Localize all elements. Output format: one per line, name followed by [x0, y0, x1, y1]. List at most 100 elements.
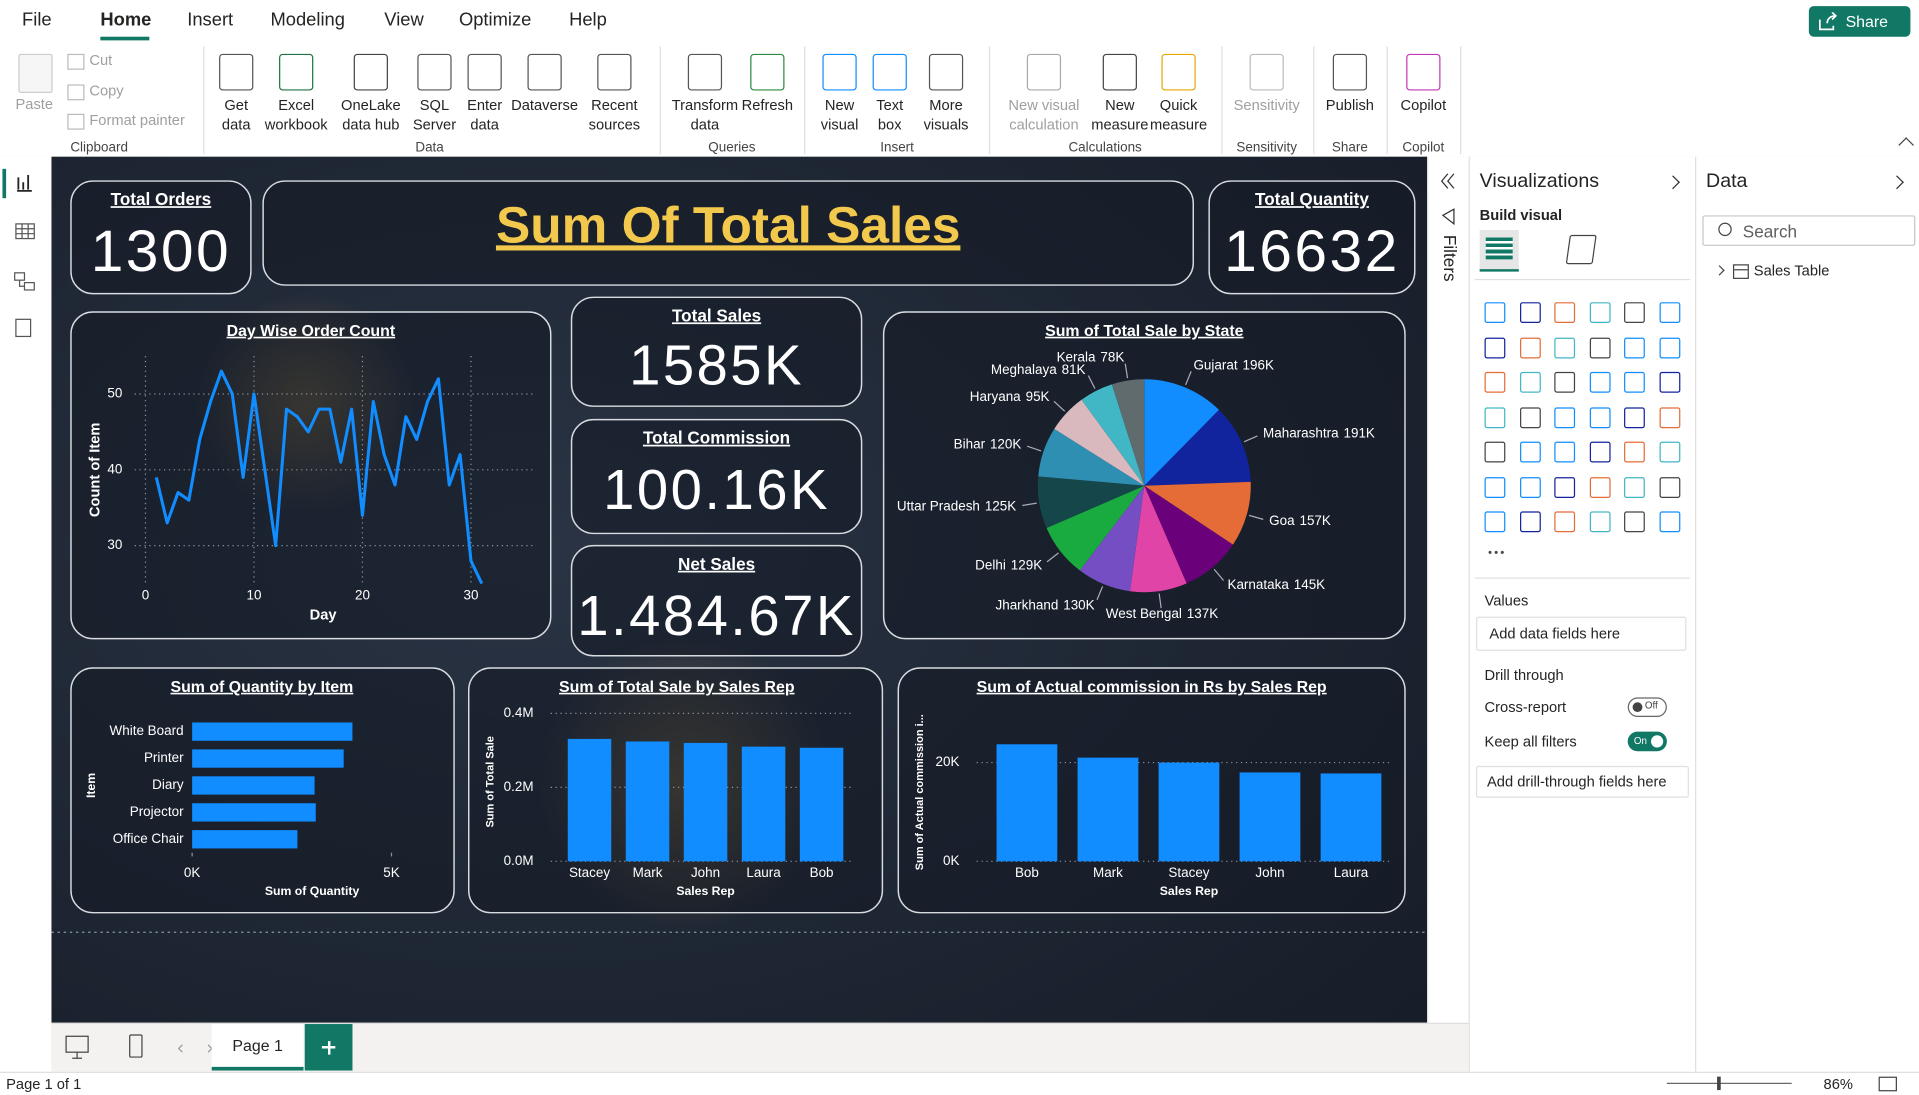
- ribbon-button[interactable]: Copy: [89, 81, 124, 100]
- visual-type-icon[interactable]: [1519, 302, 1541, 323]
- visual-type-icon[interactable]: [1589, 441, 1611, 463]
- menu-tab[interactable]: Home: [100, 9, 152, 31]
- visual-type-icon[interactable]: [1519, 511, 1541, 533]
- pie-slice: [1144, 379, 1219, 486]
- visual-type-icon[interactable]: [1624, 441, 1646, 463]
- visual-type-icon[interactable]: [1484, 337, 1506, 358]
- menu-tab[interactable]: Optimize: [458, 9, 532, 31]
- visual-type-icon[interactable]: [1484, 406, 1506, 428]
- visual-type-icon[interactable]: [1519, 337, 1541, 358]
- visual-type-icon[interactable]: [1659, 302, 1681, 323]
- visual-type-icon[interactable]: [1624, 302, 1646, 323]
- visual-type-icon[interactable]: [1659, 476, 1681, 498]
- visual-type-icon[interactable]: [1484, 476, 1506, 498]
- small-icon: [67, 53, 85, 70]
- visual-type-icon[interactable]: [1589, 406, 1611, 428]
- menu-tab[interactable]: View: [384, 9, 424, 31]
- visual-type-icon[interactable]: [1659, 337, 1681, 358]
- visual-type-icon[interactable]: [1589, 337, 1611, 358]
- ribbon-button[interactable]: Refresh: [741, 96, 794, 114]
- visual-type-icon[interactable]: [1519, 441, 1541, 463]
- visual-type-icon[interactable]: [1624, 337, 1646, 358]
- expand-chevron[interactable]: [1714, 265, 1725, 276]
- ribbon-button[interactable]: Dataverse: [511, 96, 579, 114]
- visual-type-icon[interactable]: [1624, 371, 1646, 393]
- format-tab[interactable]: [1565, 234, 1597, 265]
- pane-title: Data: [1706, 171, 1748, 193]
- ribbon-button[interactable]: Get data: [221, 96, 251, 134]
- search-box[interactable]: Search: [1702, 215, 1916, 246]
- visual-type-icon[interactable]: [1554, 406, 1576, 428]
- ribbon-separator: [659, 46, 661, 155]
- plus-v: [327, 1040, 330, 1055]
- fit-page-icon[interactable]: [1878, 1076, 1897, 1092]
- visual-type-icon[interactable]: [1554, 511, 1576, 533]
- expand-icon[interactable]: [1666, 175, 1680, 190]
- zoom-slider[interactable]: [1666, 1082, 1792, 1084]
- ribbon-button[interactable]: Excel workbook: [264, 96, 328, 134]
- visual-type-icon[interactable]: [1519, 371, 1541, 393]
- visual-type-icon[interactable]: [1624, 476, 1646, 498]
- button-icon: [417, 53, 452, 91]
- visual-type-icon[interactable]: [1624, 406, 1646, 428]
- ribbon-button[interactable]: New measure: [1091, 96, 1149, 134]
- menu-tab[interactable]: Help: [569, 9, 607, 31]
- visual-type-icon[interactable]: [1519, 476, 1541, 498]
- more-visuals-dots[interactable]: [1486, 550, 1505, 555]
- visual-type-icon[interactable]: [1589, 302, 1611, 323]
- ribbon-button[interactable]: Transform data: [671, 96, 739, 134]
- visual-type-icon[interactable]: [1554, 476, 1576, 498]
- ribbon-button[interactable]: Text box: [876, 96, 904, 134]
- ribbon-button[interactable]: Paste: [15, 95, 54, 113]
- visual-type-icon[interactable]: [1624, 511, 1646, 533]
- card-value: 1.484.67K: [577, 584, 856, 647]
- visual-type-icon[interactable]: [1589, 476, 1611, 498]
- visual-type-icon[interactable]: [1659, 511, 1681, 533]
- visual-type-icon[interactable]: [1484, 302, 1506, 323]
- menu-tab[interactable]: Insert: [187, 9, 234, 31]
- ribbon-button[interactable]: Recent sources: [588, 96, 641, 134]
- menu-tab[interactable]: File: [22, 9, 52, 31]
- ribbon-button[interactable]: SQL Server: [412, 96, 457, 134]
- filters-strip[interactable]: Filters: [1427, 156, 1470, 1023]
- drop-well[interactable]: Add drill-through fields here: [1475, 765, 1689, 798]
- visual-type-icon[interactable]: [1484, 371, 1506, 393]
- ribbon-button[interactable]: Format painter: [89, 111, 185, 129]
- table-name[interactable]: Sales Table: [1753, 261, 1830, 279]
- ribbon-button[interactable]: New visual: [820, 96, 859, 134]
- visual-type-icon[interactable]: [1589, 371, 1611, 393]
- visual-type-icon[interactable]: [1589, 511, 1611, 533]
- visual-type-icon[interactable]: [1554, 337, 1576, 358]
- ribbon-button[interactable]: Copilot: [1400, 96, 1447, 114]
- visual-type-icon[interactable]: [1554, 371, 1576, 393]
- pie-label: Maharashtra 191K: [1263, 425, 1375, 440]
- ribbon-separator: [203, 46, 205, 155]
- ribbon-button[interactable]: Sensitivity: [1233, 96, 1300, 114]
- toggle-off[interactable]: Off: [1627, 697, 1667, 717]
- ribbon-button[interactable]: OneLake data hub: [341, 96, 401, 134]
- visual-type-icon[interactable]: [1484, 511, 1506, 533]
- toggle-on[interactable]: On: [1627, 731, 1667, 752]
- ribbon-button[interactable]: Enter data: [467, 96, 503, 134]
- page-tab[interactable]: Page 1: [211, 1024, 304, 1071]
- kpi-card: [570, 544, 863, 657]
- ribbon-button[interactable]: More visuals: [923, 96, 969, 134]
- ribbon-button[interactable]: Publish: [1325, 96, 1374, 114]
- menu-tab[interactable]: Modeling: [270, 9, 345, 31]
- add-page-button[interactable]: [304, 1024, 353, 1071]
- ribbon-button[interactable]: New visual calculation: [1008, 96, 1080, 134]
- expand-icon[interactable]: [1890, 175, 1904, 190]
- visual-type-icon[interactable]: [1519, 406, 1541, 428]
- visual-type-icon[interactable]: [1659, 441, 1681, 463]
- ribbon-button[interactable]: Quick measure: [1149, 96, 1208, 134]
- visual-type-icon[interactable]: [1484, 441, 1506, 463]
- visual-type-icon[interactable]: [1659, 371, 1681, 393]
- visual-type-icon[interactable]: [1554, 441, 1576, 463]
- drop-well[interactable]: Add data fields here: [1475, 616, 1687, 651]
- zoom-thumb[interactable]: [1717, 1076, 1721, 1091]
- share-button[interactable]: Share: [1808, 6, 1911, 37]
- visual-type-icon[interactable]: [1554, 302, 1576, 323]
- ribbon-button[interactable]: Cut: [89, 51, 113, 69]
- leader-line: [1046, 552, 1059, 563]
- visual-type-icon[interactable]: [1659, 406, 1681, 428]
